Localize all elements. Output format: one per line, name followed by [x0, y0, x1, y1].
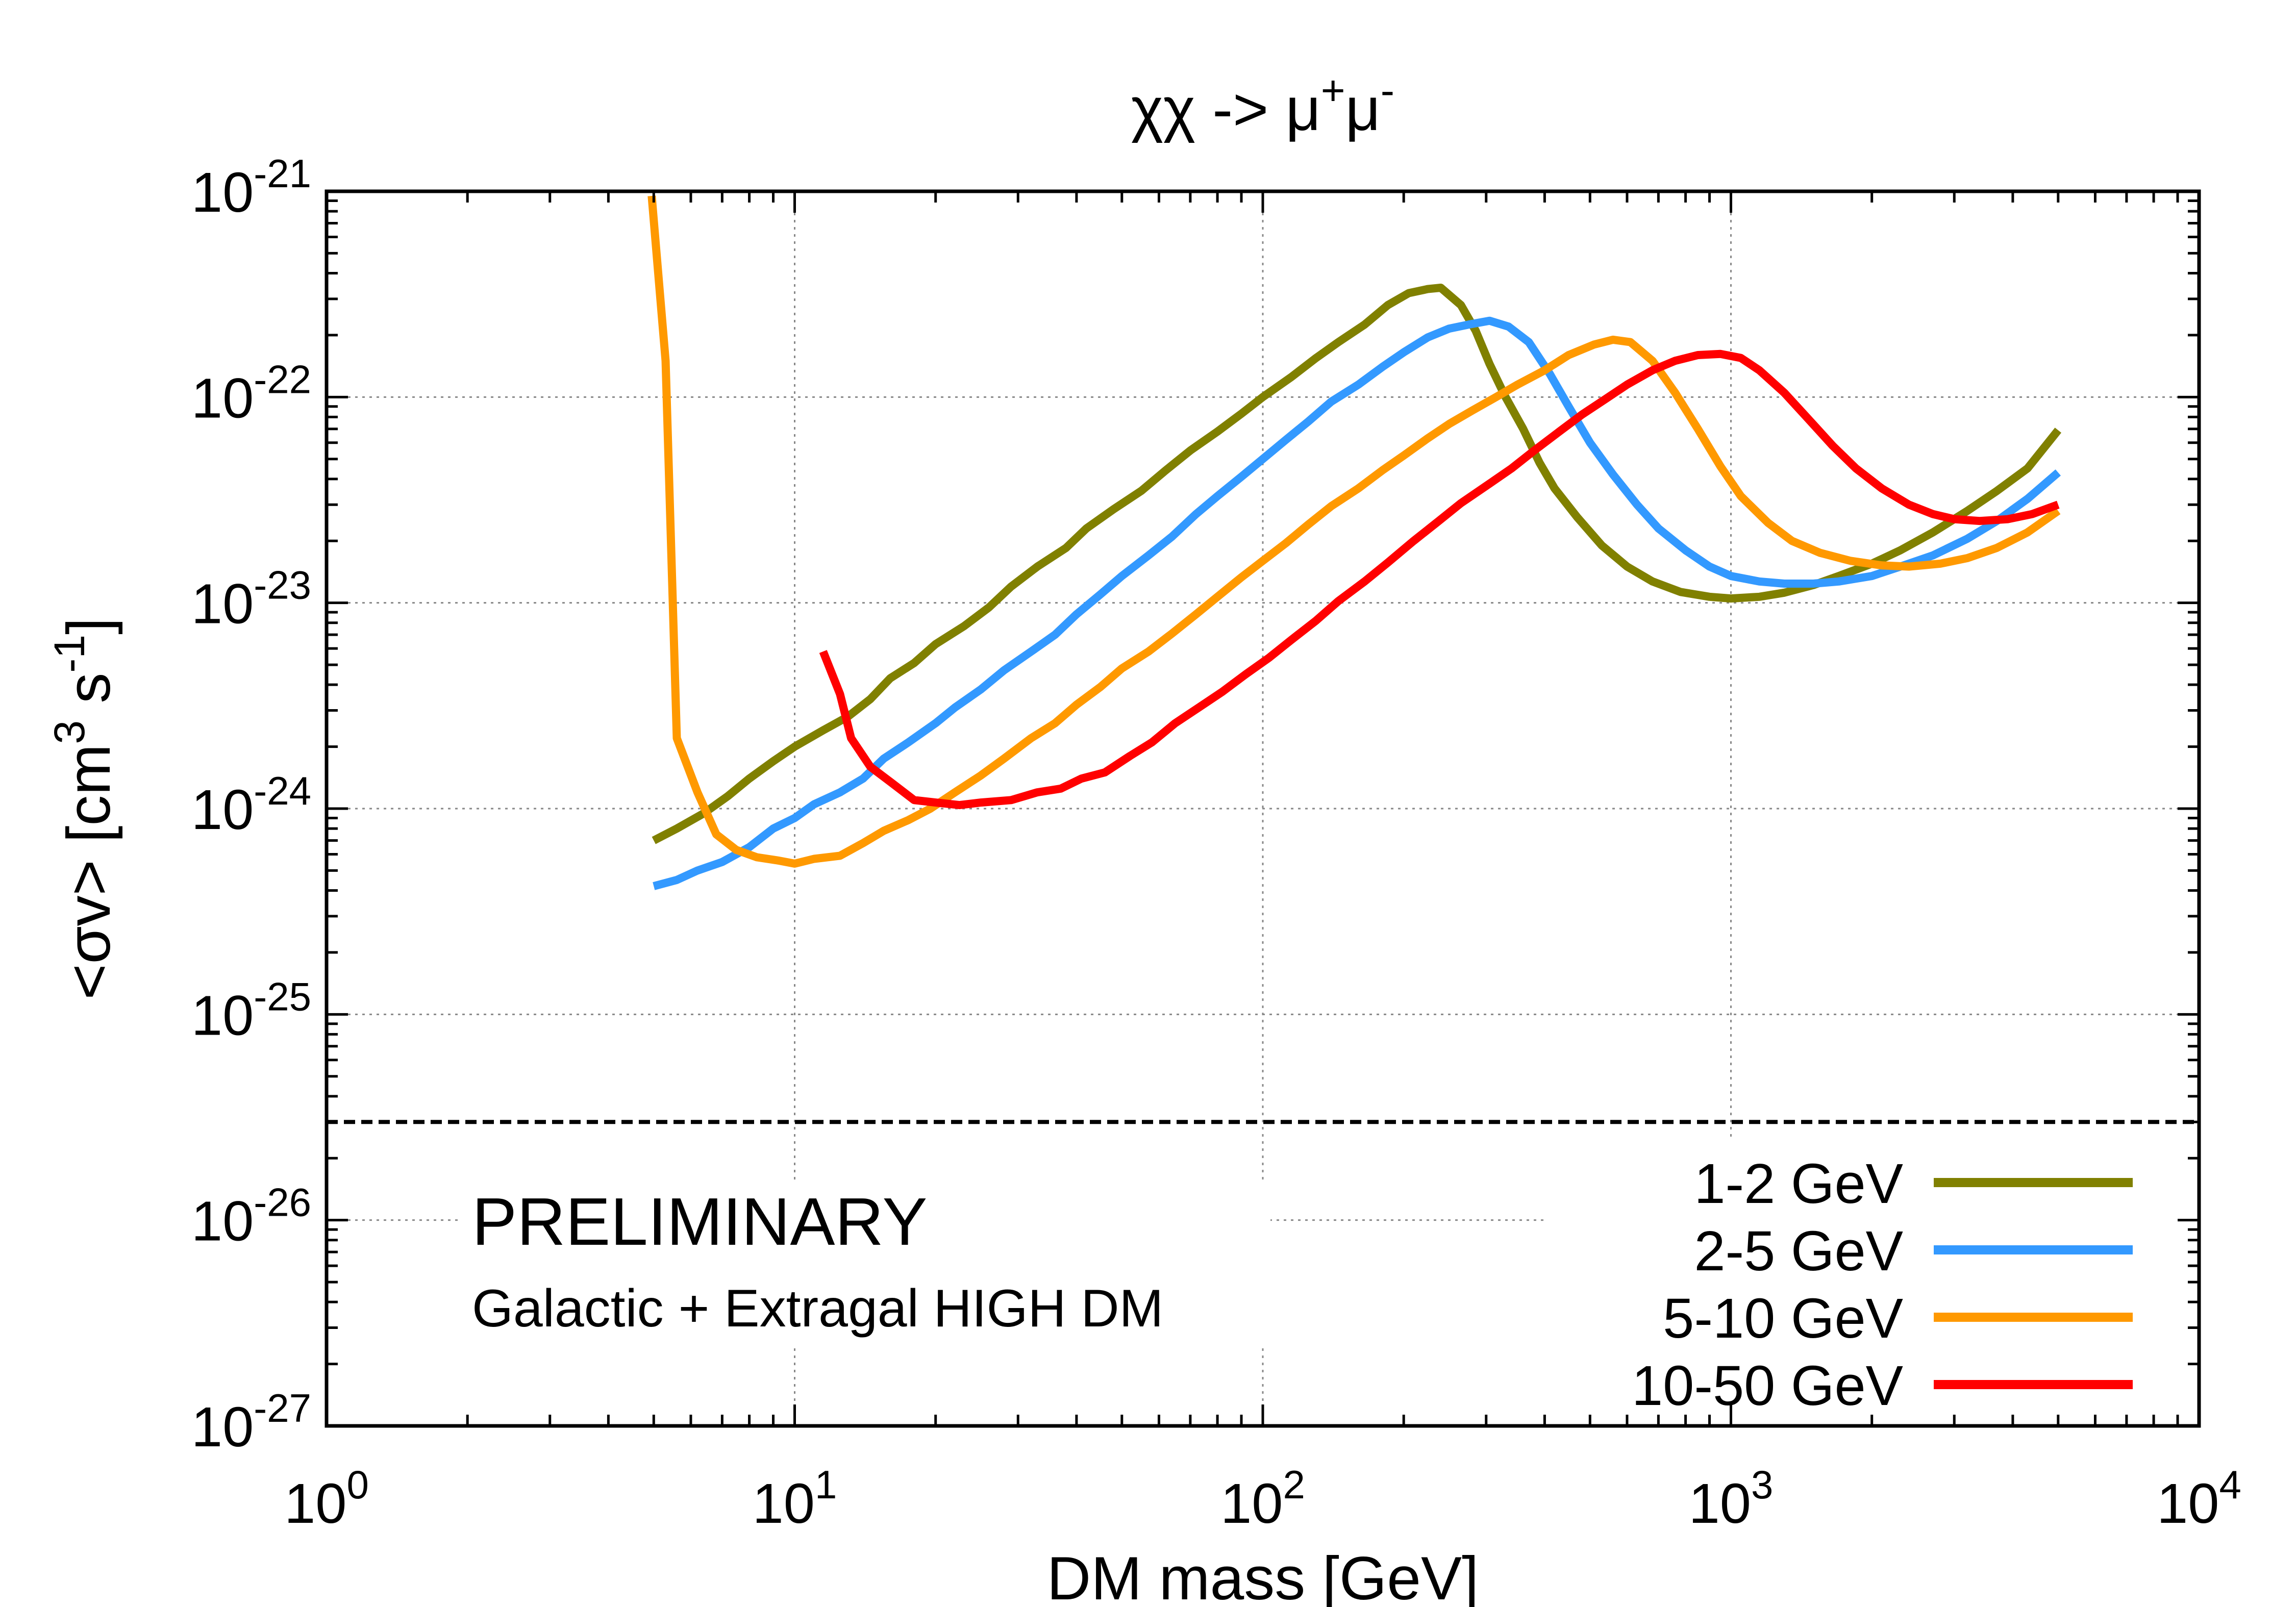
series-line-1 — [652, 284, 2062, 844]
legend-label-3: 5-10 GeV — [1663, 1287, 1903, 1350]
x-tick-label: 100 — [284, 1462, 369, 1535]
x-tick-label: 102 — [1220, 1462, 1305, 1535]
legend-label-4: 10-50 GeV — [1632, 1354, 1903, 1417]
x-tick-label: 101 — [753, 1462, 837, 1535]
y-tick-label: 10-26 — [191, 1180, 311, 1253]
y-tick-label: 10-27 — [191, 1386, 311, 1459]
y-tick-label: 10-24 — [191, 768, 311, 841]
y-tick-label: 10-25 — [191, 974, 311, 1047]
annotations: PRELIMINARY Galactic + Extragal HIGH DM — [459, 1184, 1270, 1347]
annotation-preliminary: PRELIMINARY — [472, 1184, 927, 1259]
series-line-2 — [653, 316, 2061, 890]
x-tick-label: 103 — [1689, 1462, 1774, 1535]
y-tick-label: 10-21 — [191, 151, 311, 224]
legend-label-1: 1-2 GeV — [1694, 1152, 1903, 1215]
y-tick-label: 10-23 — [191, 563, 311, 636]
series-lines — [647, 195, 2062, 890]
tick-labels: 100 101 102 103 104 10-21 10-22 10-23 10-24 10-25… — [191, 151, 2241, 1535]
chart-title: χχ -> μ+μ- — [1131, 67, 1394, 143]
x-tick-label: 104 — [2157, 1462, 2241, 1535]
titles: χχ -> μ+μ- DM mass [GeV] <σv> [cm3 s-1] — [45, 67, 1479, 1607]
series-line-4 — [819, 349, 2060, 810]
y-tick-label: 10-22 — [191, 357, 311, 430]
y-axis-label: <σv> [cm3 s-1] — [45, 618, 123, 1000]
axis-ticks — [325, 191, 2199, 1427]
x-axis-label: DM mass [GeV] — [1047, 1544, 1479, 1607]
legend-label-2: 2-5 GeV — [1694, 1220, 1903, 1283]
annotation-background — [459, 1184, 1270, 1347]
series-line-3 — [647, 195, 2061, 868]
annotation-subtitle: Galactic + Extragal HIGH DM — [472, 1279, 1163, 1338]
